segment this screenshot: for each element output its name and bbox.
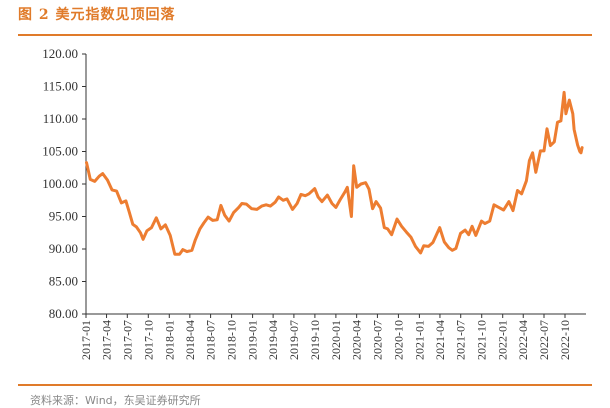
plot-area — [85, 90, 584, 256]
y-tick-label: 95.00 — [49, 209, 78, 224]
y-tick-label: 120.00 — [42, 46, 78, 61]
y-tick-label: 80.00 — [49, 306, 78, 321]
figure-title: 图 2 美元指数见顶回落 — [18, 7, 176, 23]
x-tick-label: 2020-04 — [350, 320, 364, 360]
x-tick-label: 2020-01 — [329, 320, 343, 360]
x-tick-label: 2021-07 — [454, 320, 468, 360]
y-tick-label: 90.00 — [49, 241, 78, 256]
x-tick-label: 2021-10 — [475, 320, 489, 360]
x-tick-label: 2020-10 — [391, 320, 405, 360]
top-rule — [18, 34, 592, 36]
y-tick-label: 85.00 — [49, 274, 78, 289]
x-tick-label: 2018-04 — [183, 320, 197, 360]
x-axis: 2017-01 2017-04 2017-07 2017-10 2018-01 2018-… — [79, 313, 586, 360]
x-tick-label: 2019-01 — [246, 320, 260, 360]
x-tick-label: 2022-07 — [537, 320, 551, 360]
x-tick-label: 2018-10 — [225, 320, 239, 360]
y-tick-label: 105.00 — [42, 144, 78, 159]
x-tick-label: 2017-10 — [141, 320, 155, 360]
y-tick-label: 100.00 — [42, 176, 78, 191]
x-tick-label: 2022-01 — [496, 320, 510, 360]
x-tick-label: 2022-10 — [558, 320, 572, 360]
series-line-usd-index — [85, 90, 584, 256]
bottom-rule — [18, 384, 592, 386]
x-tick-label: 2018-01 — [162, 320, 176, 360]
source-note: 资料来源：Wind，东吴证券研究所 — [30, 394, 201, 407]
x-tick-label: 2021-01 — [412, 320, 426, 360]
x-tick-label: 2019-10 — [308, 320, 322, 360]
x-tick-label: 2021-04 — [433, 320, 447, 360]
x-tick-label: 2022-04 — [516, 320, 530, 360]
y-tick-label: 110.00 — [43, 111, 78, 126]
x-tick-label: 2019-04 — [266, 320, 280, 360]
x-tick-label: 2018-07 — [204, 320, 218, 360]
y-tick-label: 115.00 — [43, 79, 78, 94]
x-tick-label: 2020-07 — [370, 320, 384, 360]
x-tick-label: 2017-01 — [79, 320, 93, 360]
x-tick-label: 2019-07 — [287, 320, 301, 360]
x-tick-label: 2017-04 — [100, 320, 114, 360]
y-axis: 80.00 85.00 90.00 95.00 100.00 105.00 110.00 11… — [42, 46, 87, 321]
x-tick-label: 2017-07 — [120, 320, 134, 360]
